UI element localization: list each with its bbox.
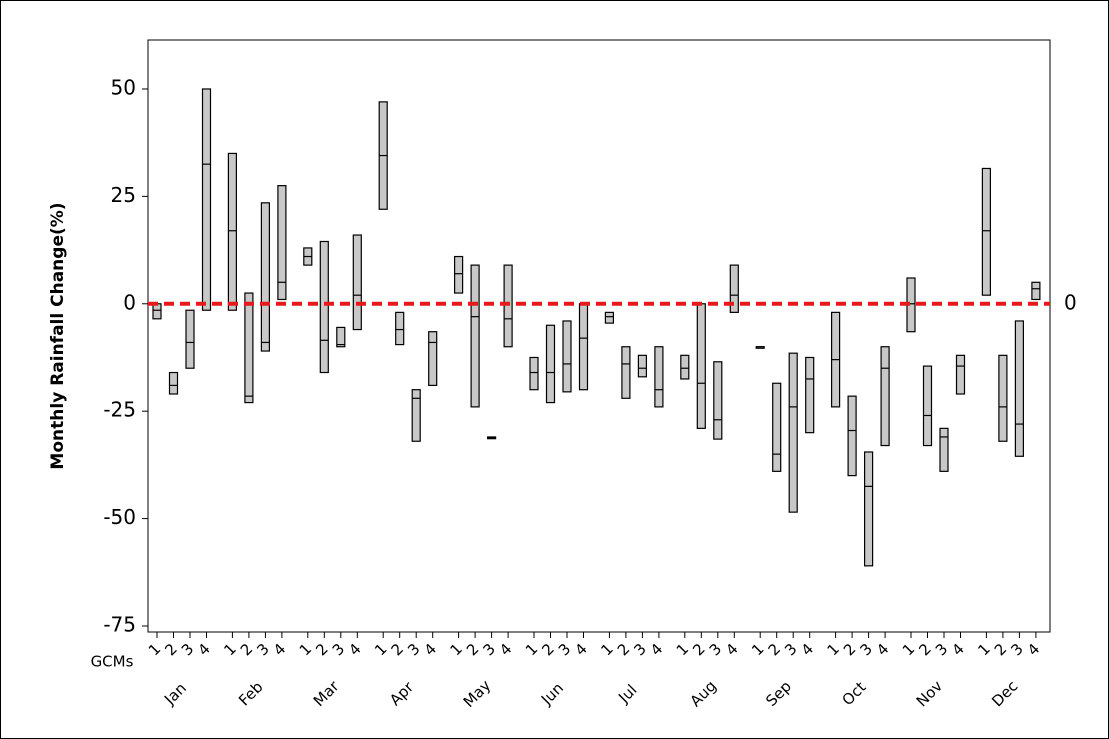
box xyxy=(998,354,1008,442)
box xyxy=(168,371,179,395)
box xyxy=(772,382,782,472)
box xyxy=(1014,320,1025,457)
box xyxy=(428,331,438,387)
box xyxy=(955,354,966,395)
box xyxy=(227,152,237,311)
box xyxy=(545,324,556,404)
box xyxy=(529,356,539,391)
box xyxy=(981,167,992,296)
plot-area xyxy=(147,39,1051,633)
box xyxy=(319,240,329,374)
box xyxy=(680,354,690,380)
box xyxy=(729,264,739,313)
box xyxy=(713,361,723,440)
box xyxy=(696,303,706,429)
box xyxy=(336,326,346,348)
box xyxy=(185,309,195,369)
box xyxy=(621,346,631,399)
box xyxy=(395,311,405,346)
reference-label: 0 xyxy=(1064,290,1077,314)
box xyxy=(1031,281,1041,301)
box xyxy=(201,88,212,311)
box xyxy=(880,346,890,447)
box xyxy=(152,303,162,320)
box xyxy=(277,185,287,301)
box xyxy=(244,292,254,404)
box xyxy=(352,234,362,331)
y-tick-label: -50 xyxy=(103,505,136,529)
box xyxy=(604,311,615,324)
box xyxy=(847,395,857,477)
box xyxy=(805,356,815,434)
box xyxy=(578,303,589,391)
box xyxy=(863,451,874,567)
y-tick-label: -75 xyxy=(103,612,136,636)
box xyxy=(562,320,572,393)
y-tick-label: 0 xyxy=(123,290,136,314)
box xyxy=(922,365,933,447)
x-group-label: GCMs xyxy=(91,653,134,671)
box xyxy=(654,346,664,408)
box xyxy=(637,354,648,378)
box xyxy=(470,264,480,408)
y-axis-label: Monthly Rainfall Change(%) xyxy=(48,202,68,469)
box xyxy=(788,352,798,513)
box xyxy=(411,389,421,442)
box xyxy=(454,255,464,294)
box xyxy=(939,427,949,472)
box xyxy=(503,264,513,348)
y-tick-label: -25 xyxy=(103,398,136,422)
y-tick-label: 25 xyxy=(111,183,136,207)
y-tick-label: 50 xyxy=(111,75,136,99)
box xyxy=(260,202,270,352)
